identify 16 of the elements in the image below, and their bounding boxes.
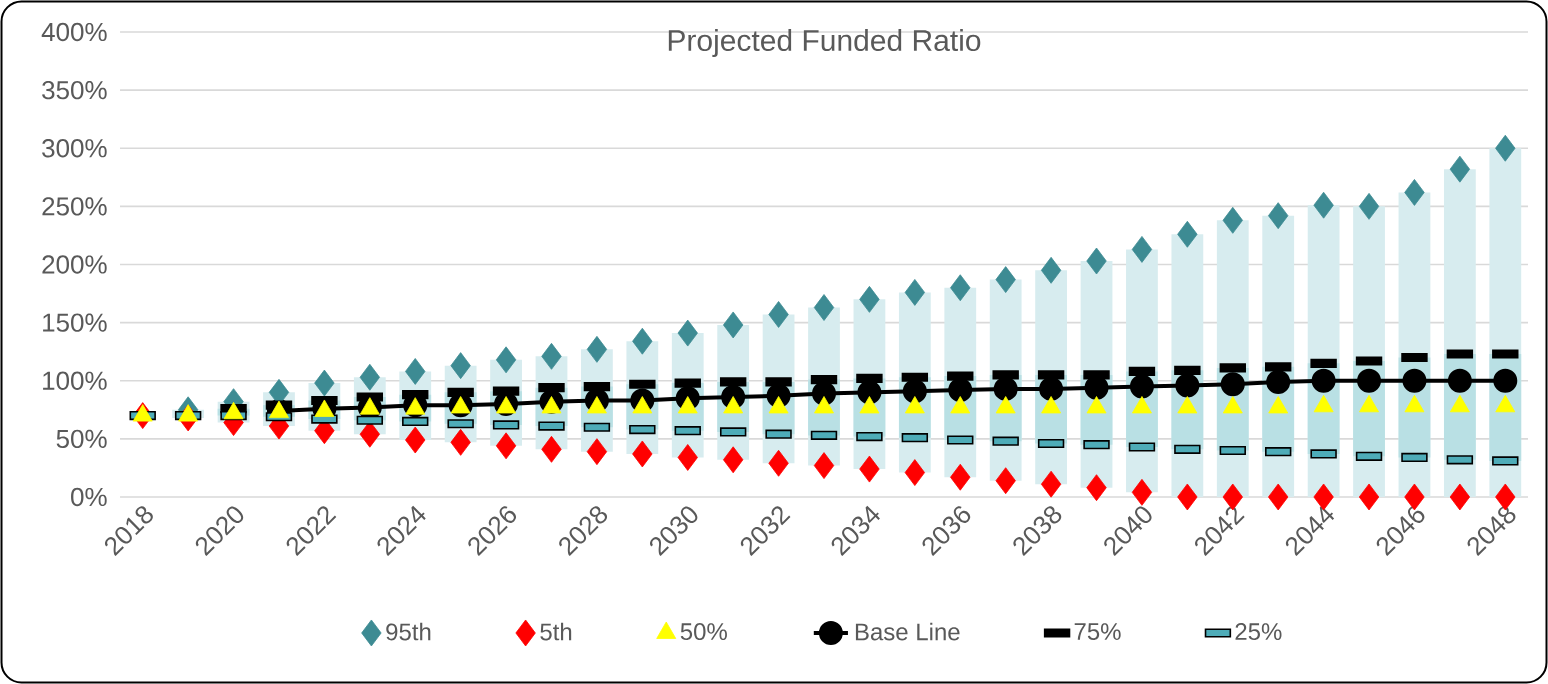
y-tick-label: 100% xyxy=(43,371,107,390)
y-tick-label: 250% xyxy=(42,197,107,216)
y-tick-label: 150% xyxy=(43,313,107,332)
legend-label: 95th xyxy=(386,622,431,641)
y-tick-label: 300% xyxy=(42,139,107,158)
legend-label: 25% xyxy=(1235,623,1282,641)
chart-title: Projected Funded Ratio xyxy=(668,29,981,58)
legend-label: 50% xyxy=(680,623,727,641)
legend-label: 5th xyxy=(540,622,572,641)
y-tick-label: 400% xyxy=(41,22,107,42)
legend-label: Base Line xyxy=(855,622,960,641)
y-tick-label: 350% xyxy=(42,80,107,100)
y-tick-label: 200% xyxy=(42,255,107,274)
y-tick-label: 0% xyxy=(71,487,107,507)
legend-label: 75% xyxy=(1074,623,1121,641)
y-tick-label: 50% xyxy=(56,429,107,449)
